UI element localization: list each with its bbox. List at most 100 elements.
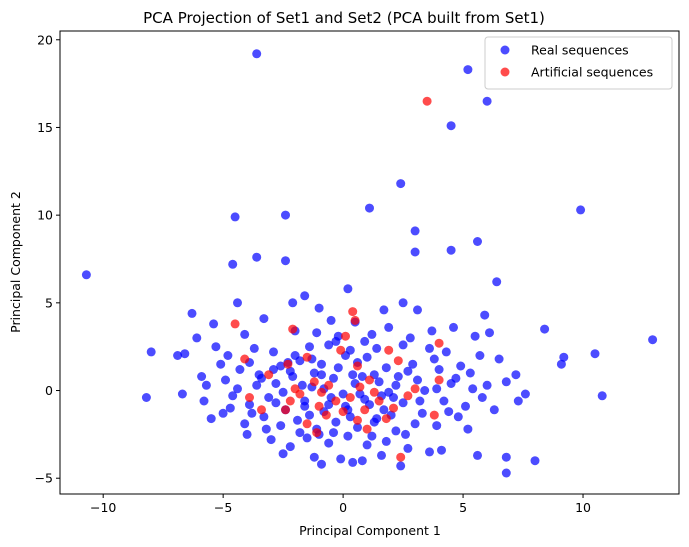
x-tick-label: −10	[90, 500, 116, 515]
real-sequence-point	[492, 277, 502, 287]
plot-frame	[59, 30, 680, 495]
artificial-sequence-point	[360, 405, 370, 415]
artificial-sequence-point	[393, 356, 403, 366]
real-sequence-point	[398, 340, 408, 350]
real-sequence-point	[285, 442, 295, 452]
artificial-sequence-point	[336, 345, 346, 355]
real-sequence-point	[266, 435, 276, 445]
real-sequence-point	[405, 333, 415, 343]
real-sequence-point	[293, 415, 302, 425]
real-sequence-point	[228, 391, 238, 401]
real-sequence-point	[377, 450, 386, 460]
real-sequence-point	[197, 372, 207, 381]
real-sequence-point	[482, 380, 492, 390]
real-sequence-point	[449, 322, 458, 332]
real-sequence-point	[379, 405, 389, 415]
real-sequence-point	[590, 349, 600, 359]
real-sequence-point	[576, 205, 586, 215]
real-sequence-point	[259, 412, 269, 422]
real-sequence-point	[367, 431, 377, 441]
y-tick-label: 0	[45, 383, 53, 398]
real-sequence-point	[300, 291, 310, 301]
real-sequence-point	[278, 387, 288, 397]
legend-label-real: Real sequences	[531, 43, 629, 58]
real-sequence-point	[389, 393, 398, 402]
real-sequence-point	[463, 424, 473, 434]
real-sequence-point	[326, 315, 336, 325]
real-sequence-point	[230, 212, 240, 222]
artificial-sequence-point	[381, 414, 391, 424]
artificial-sequence-point	[309, 377, 319, 387]
real-sequence-point	[393, 372, 403, 381]
artificial-sequence-point	[384, 345, 394, 355]
real-sequence-point	[396, 461, 406, 471]
real-sequence-point	[372, 343, 382, 353]
real-sequence-point	[331, 336, 341, 346]
real-sequence-point	[446, 379, 456, 388]
real-sequence-point	[597, 391, 607, 401]
y-tick-label: 20	[37, 32, 53, 47]
artificial-sequence-point	[321, 410, 331, 420]
real-sequence-point	[324, 400, 334, 410]
artificial-sequence-point	[324, 380, 334, 390]
real-sequence-point	[146, 347, 156, 357]
real-sequence-point	[329, 428, 338, 438]
real-sequence-point	[218, 408, 228, 418]
real-sequence-point	[374, 377, 384, 387]
real-sequence-point	[441, 347, 451, 357]
artificial-sequence-point	[285, 396, 295, 406]
real-sequence-point	[245, 400, 254, 410]
real-sequence-point	[324, 438, 334, 448]
real-sequence-point	[173, 351, 183, 360]
real-sequence-point	[403, 443, 413, 453]
real-sequence-point	[331, 417, 341, 427]
real-sequence-point	[336, 454, 346, 464]
real-sequence-point	[295, 428, 305, 438]
artificial-sequence-point	[264, 370, 274, 380]
real-sequence-point	[413, 305, 422, 315]
real-sequence-point	[317, 459, 326, 469]
chart-title: PCA Projection of Set1 and Set2 (PCA bui…	[143, 9, 545, 27]
real-sequence-point	[314, 303, 324, 313]
real-sequence-point	[384, 322, 394, 332]
artificial-sequence-point	[355, 382, 365, 392]
real-sequence-point	[199, 396, 209, 406]
real-sequence-point	[271, 398, 281, 408]
real-sequence-point	[391, 426, 401, 436]
real-sequence-point	[513, 396, 523, 406]
real-sequence-point	[369, 417, 379, 427]
real-sequence-point	[338, 389, 348, 399]
real-sequence-point	[247, 408, 257, 418]
real-sequence-point	[427, 326, 437, 336]
real-sequence-point	[401, 429, 410, 439]
real-sequence-point	[559, 352, 569, 362]
real-sequence-point	[302, 433, 312, 443]
real-sequence-point	[343, 431, 353, 441]
real-sequence-point	[413, 375, 422, 385]
artificial-sequence-point	[341, 331, 350, 341]
real-sequence-point	[276, 361, 286, 371]
real-sequence-point	[300, 401, 310, 411]
real-sequence-point	[343, 284, 353, 294]
real-sequence-point	[473, 450, 482, 460]
real-sequence-point	[278, 449, 288, 459]
real-sequence-point	[461, 401, 470, 411]
real-sequence-point	[252, 380, 262, 390]
artificial-sequence-point	[317, 387, 326, 397]
artificial-sequence-point	[283, 359, 293, 369]
real-sequence-point	[225, 403, 235, 413]
real-sequence-point	[398, 398, 408, 408]
real-sequence-point	[468, 384, 478, 394]
legend-marker-real	[500, 45, 510, 55]
real-sequence-point	[240, 419, 250, 429]
artificial-sequence-point	[410, 384, 420, 394]
real-sequence-point	[187, 308, 197, 318]
legend-box	[484, 36, 673, 90]
real-sequence-point	[408, 359, 418, 369]
real-sequence-point	[333, 363, 343, 373]
real-sequence-point	[180, 349, 190, 359]
real-sequence-point	[141, 393, 151, 402]
legend-label-artificial: Artificial sequences	[531, 65, 653, 80]
real-sequence-point	[211, 342, 221, 352]
